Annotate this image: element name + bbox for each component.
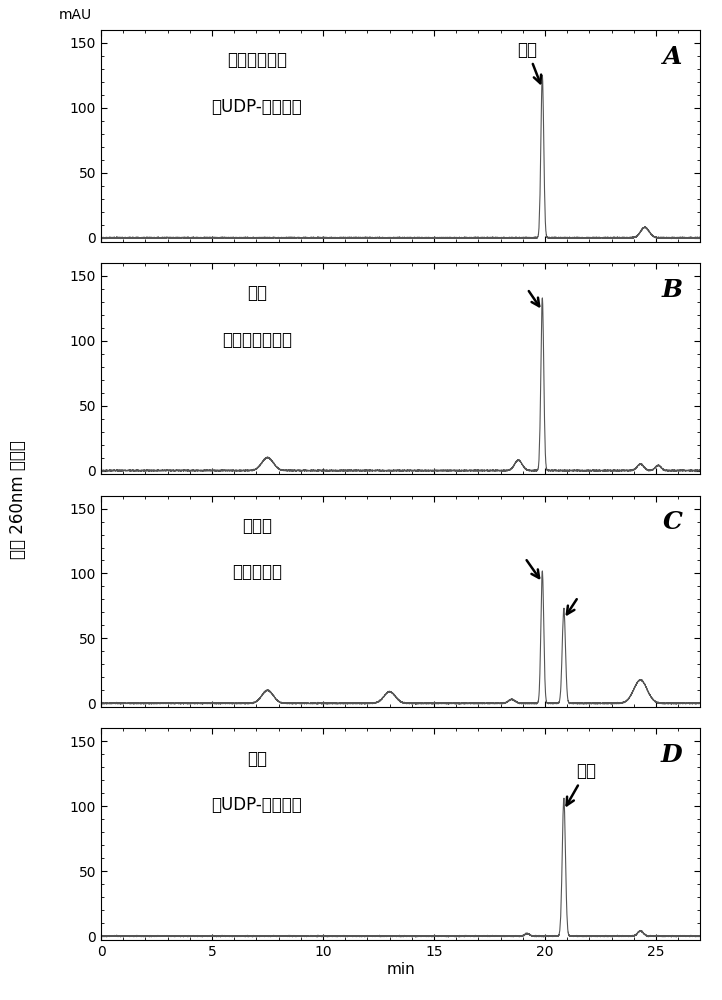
Text: （煮过的蛋白）: （煮过的蛋白） [222,331,292,349]
Text: （UDP-葡萄糖）: （UDP-葡萄糖） [212,98,303,116]
Text: A: A [663,45,682,69]
Text: 葡萄糖标准品: 葡萄糖标准品 [227,51,287,69]
Text: 对照: 对照 [247,284,267,302]
Text: C: C [663,510,682,534]
Text: D: D [661,743,682,767]
Text: （酶试验）: （酶试验） [232,563,282,581]
Text: mAU: mAU [59,8,92,22]
Text: B: B [661,278,682,302]
Text: （UDP-鼠李糖）: （UDP-鼠李糖） [212,796,303,814]
Text: 产物: 产物 [567,762,596,805]
X-axis label: min: min [386,962,415,977]
Text: 产物: 产物 [247,750,267,768]
Text: 底物: 底物 [517,41,541,83]
Text: 波长 260nm 吸光值: 波长 260nm 吸光值 [9,441,27,559]
Text: 酶反应: 酶反应 [242,517,272,535]
